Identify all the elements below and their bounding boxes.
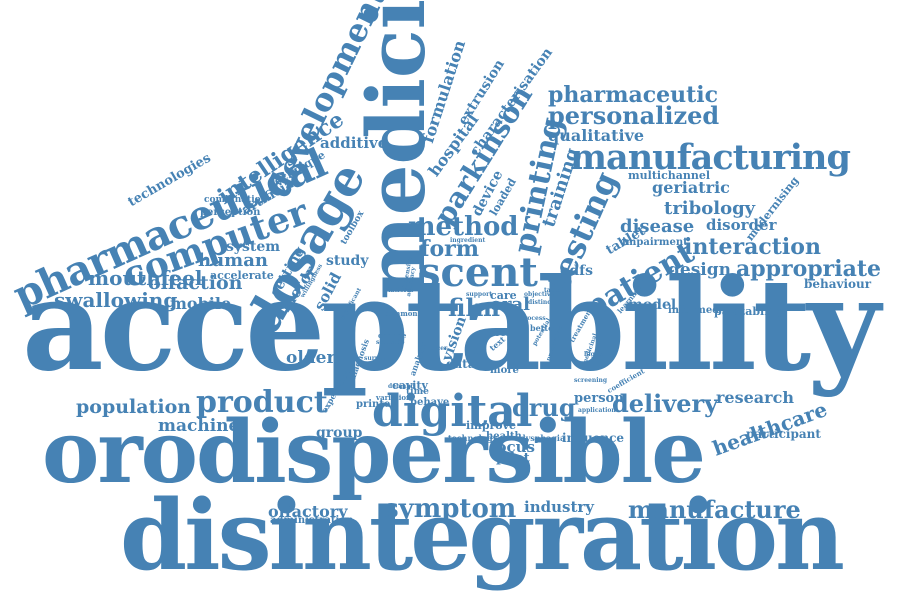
word-survey: survey	[364, 355, 386, 362]
word-care: care	[490, 289, 517, 302]
word-form: form	[420, 236, 480, 262]
word-objective: objective	[524, 291, 555, 298]
word-olfaction: olfaction	[148, 272, 243, 294]
word-manufacture: manufacture	[628, 495, 801, 524]
word-administration: administration	[270, 515, 354, 526]
word-oral: oral	[490, 294, 530, 315]
word-delivery: delivery	[612, 389, 719, 418]
word-accelerate: accelerate	[210, 269, 274, 282]
word-taste: taste	[544, 287, 561, 294]
word-film: film	[448, 293, 500, 322]
word-geriatric: geriatric	[652, 178, 730, 197]
word-combination: combination	[204, 195, 268, 205]
word-time: time	[406, 387, 429, 397]
word-scenario: scenario	[376, 339, 405, 346]
word-group: group	[316, 425, 363, 441]
word-impairment: impairment	[622, 237, 688, 248]
word-higher: higher	[584, 351, 607, 358]
word-influence: influence	[562, 431, 625, 445]
word-mouthfeel: mouthfeel	[88, 266, 203, 290]
word-scent: scent	[418, 249, 538, 296]
word-study: study	[326, 253, 369, 269]
word-acceptability: acceptability	[22, 251, 880, 399]
word-improve: improve	[466, 419, 517, 432]
word-tool: tool	[490, 329, 510, 339]
word-swallowing: swallowing	[54, 288, 178, 312]
word-support: support	[466, 291, 493, 298]
word-distinct: distinct	[528, 299, 554, 306]
word-better: better	[530, 323, 558, 333]
word-perception: perception	[200, 207, 261, 218]
word-machine: machine	[158, 416, 240, 436]
word-printed: printed	[356, 399, 398, 410]
word-population: population	[76, 396, 192, 418]
word-process: process	[520, 315, 546, 322]
word-product: product	[196, 385, 328, 420]
word-disintegration: disintegration	[120, 479, 845, 592]
word-odfs: odfs	[560, 263, 594, 279]
word-ingredient: ingredient	[450, 237, 486, 244]
word-method: method	[408, 212, 519, 242]
word-industry: industry	[524, 498, 594, 516]
word-older: older	[286, 348, 336, 368]
word-human: human	[198, 250, 268, 271]
word-technology: technology	[448, 433, 498, 443]
word-disorder: disorder	[706, 216, 777, 234]
word-qualitative: qualitative	[548, 126, 645, 145]
word-interaction: interaction	[684, 234, 821, 260]
word-health: health	[486, 431, 522, 442]
word-informed: informed	[668, 305, 720, 316]
word-palatability: palatability	[714, 305, 785, 318]
word-application: application	[578, 407, 616, 414]
word-olfactory: olfactory	[268, 502, 348, 521]
word-mobile: mobile	[170, 294, 232, 313]
word-manufacturing: manufacturing	[570, 137, 851, 178]
word-focus: focus	[490, 438, 535, 456]
word-system: system	[226, 239, 281, 255]
word-design: design	[668, 260, 731, 280]
word-behave: behave	[410, 397, 450, 408]
word-orodispersible: orodispersible	[42, 402, 706, 503]
word-platform: platform	[384, 287, 414, 294]
word-personalized: personalized	[548, 101, 720, 130]
word-additive: additive	[320, 134, 388, 152]
word-screening: screening	[574, 377, 608, 384]
word-tribology: tribology	[664, 198, 756, 219]
word-multichannel: multichannel	[628, 169, 711, 182]
word-variation: variation	[376, 393, 412, 402]
word-digital: digital	[372, 386, 533, 437]
word-disease: disease	[620, 216, 695, 237]
word-cavity: cavity	[392, 379, 428, 392]
word-symptom: symptom	[384, 494, 517, 524]
word-research: research	[716, 388, 794, 407]
word-ulcer: ulcer	[430, 345, 448, 352]
word-common: common	[384, 309, 418, 318]
word-model: model	[628, 297, 677, 313]
word-change: change	[378, 331, 407, 340]
word-person: person	[574, 391, 624, 406]
word-pilot: pilot	[496, 451, 530, 466]
word-data: data	[446, 357, 476, 371]
word-participant: participant	[746, 427, 821, 441]
word-demand: demand	[388, 383, 415, 390]
word-more: more	[490, 365, 519, 376]
word-appropriate: appropriate	[736, 256, 882, 282]
word-pharmaceutic: pharmaceutic	[548, 82, 719, 108]
word-dysphagia: dysphagia	[520, 433, 566, 443]
word-behaviour: behaviour	[804, 277, 872, 291]
word-drug: drug	[512, 393, 576, 422]
